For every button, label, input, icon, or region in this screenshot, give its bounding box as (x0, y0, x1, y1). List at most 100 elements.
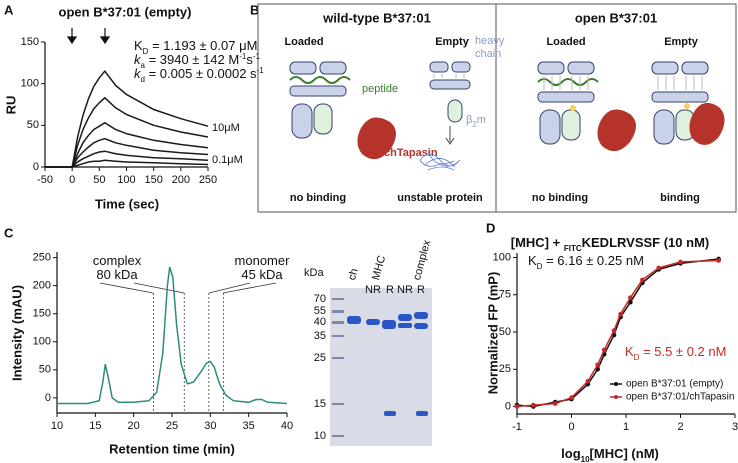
text-part: β (466, 114, 472, 126)
series-line (516, 259, 719, 408)
annotation: KD = 6.16 ± 0.25 nM (528, 253, 644, 270)
outcome: no binding (532, 192, 588, 204)
text-part: -1 (253, 52, 261, 61)
ladder-label: 15 (314, 398, 326, 410)
y-tick-label: 75 (499, 289, 511, 301)
y-tick-label: 250 (33, 252, 51, 264)
x-tick-label: 30 (204, 420, 216, 432)
x-tick-label: 35 (243, 420, 255, 432)
condition-label: NR (397, 284, 413, 296)
annotation: 80 kDa (96, 267, 138, 282)
text-part: FITC (564, 244, 582, 253)
text-part: [MHC] (nM) (590, 446, 659, 461)
diagram-title: open B*37:01 (575, 10, 657, 25)
data-point (611, 328, 617, 333)
y-tick-label: 100 (493, 251, 511, 263)
data-point (585, 378, 591, 384)
data-point (601, 347, 607, 353)
text-part: complex (93, 253, 142, 268)
x-tick-label: 0 (69, 174, 75, 186)
chart-title: [MHC] + FITCKEDLRVSSF (10 nM) (511, 235, 709, 252)
text-part: 2 (472, 120, 477, 129)
chart-title: open B*37:01 (empty) (59, 4, 192, 19)
text-part: m (477, 114, 486, 126)
series-line (516, 258, 719, 408)
outcome: no binding (290, 192, 346, 204)
y-tick-label: 150 (33, 308, 51, 320)
injection-arrows (66, 28, 111, 45)
curve-label: 10μM (212, 122, 240, 134)
text-part: D (143, 47, 149, 56)
text-part: D (634, 353, 640, 362)
text-part: monomer (235, 253, 291, 268)
text-part: k (134, 52, 142, 67)
lane-label: MHC (370, 254, 388, 281)
x-tick-label: 15 (89, 420, 101, 432)
lane-label: complex (411, 238, 433, 281)
text-part: log (561, 446, 581, 461)
x-tick-label: 200 (172, 174, 190, 186)
data-point (640, 277, 645, 283)
text-part: K (625, 344, 634, 359)
annotation: KD = 5.5 ± 0.2 nM (625, 344, 726, 361)
annotation-connectors (99, 282, 277, 294)
x-tick-label: 10 (51, 420, 63, 432)
data-point (678, 259, 683, 265)
x-tick-label: 250 (199, 174, 217, 186)
text-part: s (246, 52, 253, 67)
text-part: d (141, 75, 145, 84)
legend-label: open B*37:01/chTapasin (626, 392, 734, 403)
x-tick-label: 50 (93, 174, 105, 186)
y-axis-label: Intensity (mAU) (9, 285, 24, 381)
panel-label: C (4, 225, 14, 240)
x-tick-label: 3 (732, 421, 738, 433)
y-tick-label: 50 (27, 119, 39, 131)
outcome: unstable protein (397, 192, 483, 204)
annotation: kd = 0.005 ± 0.0002 s-1 (134, 66, 264, 84)
ladder-label: 70 (314, 293, 326, 305)
ladder-label: 25 (314, 352, 326, 364)
text-part: = 6.16 ± 0.25 nM (542, 253, 643, 268)
data-point (628, 295, 633, 301)
text-part: = 0.005 ± 0.0002 s (145, 66, 257, 81)
legend-swatch (614, 395, 618, 399)
x-axis-label: Time (sec) (95, 196, 159, 211)
condition-label: NR (365, 284, 381, 296)
curve-label: 0.1μM (212, 154, 243, 166)
text-part: -1 (257, 66, 265, 75)
data-point (656, 265, 661, 271)
x-tick-label: 100 (117, 174, 135, 186)
text-part: K (134, 38, 143, 53)
diagram-title: wild-type B*37:01 (322, 10, 431, 25)
text-part: [MHC] + (511, 235, 564, 250)
data-point (531, 402, 536, 408)
text-part: k (134, 66, 142, 81)
y-tick-label: 150 (21, 36, 39, 48)
gel: kDa (304, 267, 432, 446)
series-line (45, 137, 209, 168)
panel-label: D (486, 220, 495, 235)
text-part: a (141, 61, 146, 70)
x-axis-label: log10[MHC] (nM) (561, 446, 659, 463)
y-tick-label: 100 (33, 336, 51, 348)
y-tick-label: 25 (499, 363, 511, 375)
diagram: wild-type B*37:01 open B*37:01 Loaded Em… (257, 3, 737, 213)
y-tick-label: 50 (499, 326, 511, 338)
legend-label: open B*37:01 (empty) (626, 379, 723, 390)
annotation: monomer (235, 253, 291, 268)
x-tick-label: -1 (512, 421, 522, 433)
ladder-label: 35 (314, 330, 326, 342)
x-tick-label: 20 (128, 420, 140, 432)
data-point (552, 401, 558, 406)
condition-label: R (417, 284, 425, 296)
text-part: D (537, 262, 543, 271)
ladder-label: 10 (314, 430, 326, 442)
y-tick-label: 100 (21, 78, 39, 90)
series-line (57, 266, 288, 405)
annotation: ka = 3940 ± 142 M-1s-1 (134, 52, 260, 70)
state-label: Empty (664, 36, 699, 48)
legend-swatch (614, 382, 618, 386)
data-point (716, 258, 721, 263)
y-tick-label: 0 (33, 161, 39, 173)
